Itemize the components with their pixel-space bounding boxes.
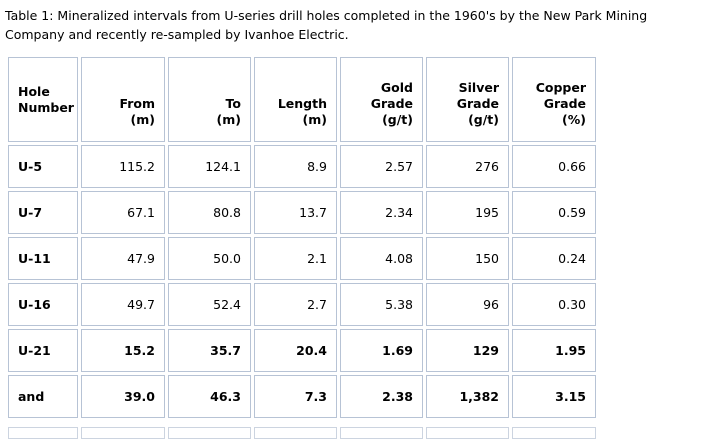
cell-from-m: 49.7	[81, 283, 165, 326]
cell-hole-number: U-11	[8, 237, 78, 280]
table-caption: Table 1: Mineralized intervals from U-se…	[5, 8, 648, 42]
partial-next-row-cell	[81, 427, 165, 439]
cell-to-m: 50.0	[168, 237, 251, 280]
cell-from-m: 67.1	[81, 191, 165, 234]
table-row-u-16: U-16 49.7 52.4 2.7 5.38 96 0.30	[8, 283, 596, 326]
column-header-length-m: Length (m)	[254, 57, 337, 142]
cell-gold-grade: 5.38	[340, 283, 423, 326]
partial-next-row-cell	[426, 427, 509, 439]
cell-silver-grade: 129	[426, 329, 509, 372]
partial-next-row-cell	[512, 427, 596, 439]
cell-from-m: 47.9	[81, 237, 165, 280]
cell-gold-grade: 2.57	[340, 145, 423, 188]
cell-hole-number: U-21	[8, 329, 78, 372]
header-row: Hole Number From (m) To (m) Length (m) Gold …	[8, 57, 596, 142]
column-header-gold-grade: Gold Grade (g/t)	[340, 57, 423, 142]
cell-hole-number: U-7	[8, 191, 78, 234]
cell-silver-grade: 96	[426, 283, 509, 326]
cell-silver-grade: 195	[426, 191, 509, 234]
column-header-from-m: From (m)	[81, 57, 165, 142]
cell-length-m: 2.1	[254, 237, 337, 280]
cell-length-m: 13.7	[254, 191, 337, 234]
table-row-and: and 39.0 46.3 7.3 2.38 1,382 3.15	[8, 375, 596, 418]
cell-hole-number: U-16	[8, 283, 78, 326]
cell-gold-grade: 1.69	[340, 329, 423, 372]
cell-silver-grade: 1,382	[426, 375, 509, 418]
cell-from-m: 15.2	[81, 329, 165, 372]
column-header-hole-number: Hole Number	[8, 57, 78, 142]
mineralized-intervals-table: Hole Number From (m) To (m) Length (m) Gold …	[5, 54, 599, 421]
cell-silver-grade: 276	[426, 145, 509, 188]
cell-gold-grade: 4.08	[340, 237, 423, 280]
cell-to-m: 124.1	[168, 145, 251, 188]
table-row-u-5: U-5 115.2 124.1 8.9 2.57 276 0.66	[8, 145, 596, 188]
table-row-u-11: U-11 47.9 50.0 2.1 4.08 150 0.24	[8, 237, 596, 280]
cell-copper-grade: 0.30	[512, 283, 596, 326]
column-header-silver-grade: Silver Grade (g/t)	[426, 57, 509, 142]
cell-copper-grade: 0.24	[512, 237, 596, 280]
cut-off-next-row	[8, 427, 596, 439]
column-header-to-m: To (m)	[168, 57, 251, 142]
column-header-copper-grade: Copper Grade (%)	[512, 57, 596, 142]
partial-next-row-cell	[254, 427, 337, 439]
cell-hole-number: U-5	[8, 145, 78, 188]
cell-length-m: 20.4	[254, 329, 337, 372]
cell-length-m: 8.9	[254, 145, 337, 188]
cell-to-m: 52.4	[168, 283, 251, 326]
cell-length-m: 7.3	[254, 375, 337, 418]
table-row-u-21: U-21 15.2 35.7 20.4 1.69 129 1.95	[8, 329, 596, 372]
partial-next-row-cell	[340, 427, 423, 439]
cell-copper-grade: 3.15	[512, 375, 596, 418]
cell-gold-grade: 2.38	[340, 375, 423, 418]
cell-silver-grade: 150	[426, 237, 509, 280]
cell-length-m: 2.7	[254, 283, 337, 326]
cell-gold-grade: 2.34	[340, 191, 423, 234]
cell-copper-grade: 0.66	[512, 145, 596, 188]
table-row-u-7: U-7 67.1 80.8 13.7 2.34 195 0.59	[8, 191, 596, 234]
cell-from-m: 39.0	[81, 375, 165, 418]
cell-copper-grade: 0.59	[512, 191, 596, 234]
cell-to-m: 35.7	[168, 329, 251, 372]
cell-hole-number: and	[8, 375, 78, 418]
cell-to-m: 80.8	[168, 191, 251, 234]
partial-next-row-cell	[168, 427, 251, 439]
cell-to-m: 46.3	[168, 375, 251, 418]
cell-copper-grade: 1.95	[512, 329, 596, 372]
partial-next-row-cell	[8, 427, 78, 439]
cell-from-m: 115.2	[81, 145, 165, 188]
